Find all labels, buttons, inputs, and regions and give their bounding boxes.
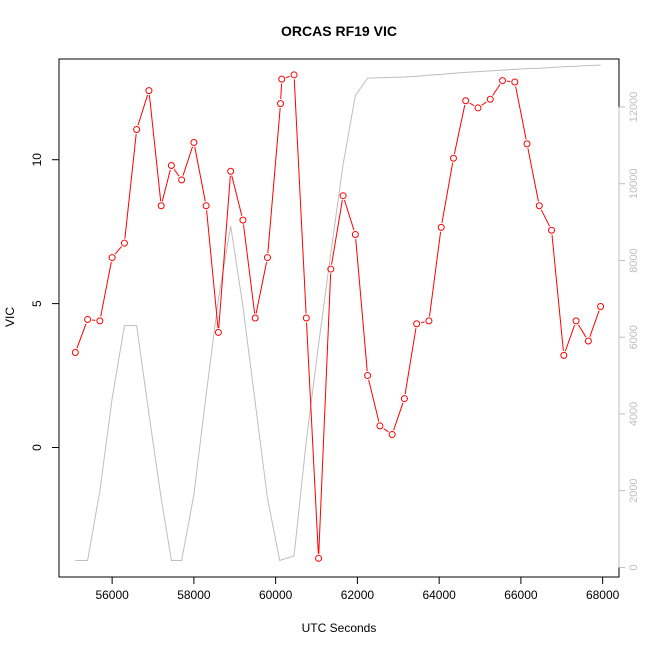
x-tick-label: 60000 (259, 588, 293, 602)
y-tick-label: 10 (30, 153, 44, 167)
x-tick-label: 64000 (422, 588, 456, 602)
secondary-y-tick-label: 12000 (628, 92, 640, 123)
x-tick-label: 56000 (95, 588, 129, 602)
secondary-y-tick-label: 8000 (628, 248, 640, 272)
secondary-y-tick-label: 10000 (628, 168, 640, 199)
secondary-y-tick-label: 0 (628, 564, 640, 570)
x-axis-label: UTC Seconds (302, 621, 377, 635)
y-axis-label: VIC (3, 307, 17, 327)
y-tick-label: 5 (30, 300, 44, 307)
x-tick-label: 58000 (177, 588, 211, 602)
secondary-y-tick-label: 2000 (628, 478, 640, 502)
x-tick-label: 68000 (586, 588, 620, 602)
secondary-y-tick-label: 4000 (628, 402, 640, 426)
chart-title: ORCAS RF19 VIC (281, 23, 397, 39)
secondary-y-tick-label: 6000 (628, 325, 640, 349)
y-tick-label: 0 (30, 444, 44, 451)
x-tick-label: 62000 (341, 588, 375, 602)
x-tick-label: 66000 (504, 588, 538, 602)
